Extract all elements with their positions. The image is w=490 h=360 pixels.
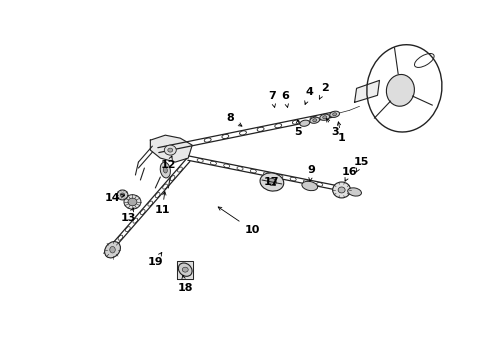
Text: 14: 14 [105,193,124,203]
Ellipse shape [323,116,327,119]
Polygon shape [177,261,193,279]
Ellipse shape [333,113,337,116]
Ellipse shape [117,190,128,200]
Ellipse shape [163,167,168,173]
Polygon shape [150,135,192,162]
Ellipse shape [164,145,176,155]
Text: 17: 17 [264,177,280,187]
Text: 4: 4 [305,87,314,104]
Ellipse shape [268,179,276,185]
Ellipse shape [105,242,121,258]
Text: 7: 7 [268,91,276,107]
Ellipse shape [120,193,125,197]
Ellipse shape [178,263,192,276]
Text: 18: 18 [177,275,193,293]
Ellipse shape [124,195,141,209]
Ellipse shape [168,148,173,152]
Text: 8: 8 [226,113,242,126]
Text: 5: 5 [294,120,302,137]
Ellipse shape [300,120,310,126]
Ellipse shape [387,75,415,106]
Text: 10: 10 [218,207,260,235]
Ellipse shape [160,162,171,178]
Text: 1: 1 [338,122,345,143]
Ellipse shape [310,117,319,123]
Ellipse shape [330,111,340,117]
Ellipse shape [128,198,137,206]
Text: 15: 15 [354,157,369,172]
Text: 12: 12 [161,156,176,170]
Text: 3: 3 [326,118,339,137]
Ellipse shape [182,267,188,272]
Text: 6: 6 [281,91,289,107]
Text: 16: 16 [342,167,357,181]
Ellipse shape [313,119,317,122]
Ellipse shape [348,188,362,196]
Ellipse shape [338,187,345,193]
Ellipse shape [302,181,318,191]
Text: 2: 2 [319,84,329,99]
Ellipse shape [110,247,115,253]
Text: 19: 19 [147,252,163,267]
Ellipse shape [320,114,330,120]
Text: 13: 13 [121,208,136,223]
Text: 11: 11 [154,192,170,215]
Ellipse shape [333,182,350,198]
Polygon shape [355,80,379,102]
Ellipse shape [260,173,284,191]
Text: 9: 9 [308,165,316,181]
